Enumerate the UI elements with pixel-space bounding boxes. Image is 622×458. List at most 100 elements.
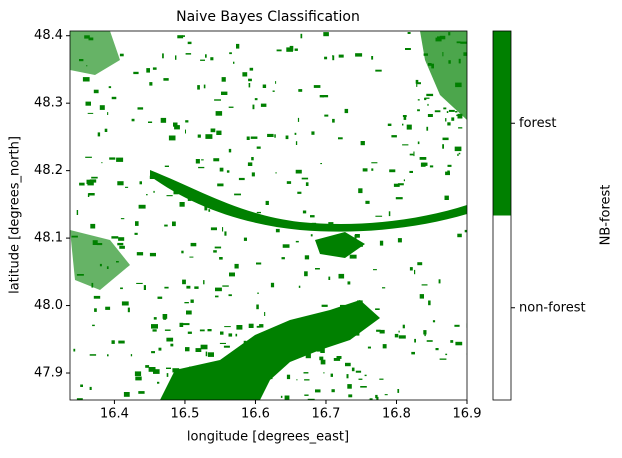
forest-pixel [464, 229, 467, 233]
forest-pixel [133, 71, 139, 75]
forest-pixel [358, 243, 363, 247]
forest-pixel [367, 346, 371, 349]
forest-pixel [235, 333, 238, 337]
forest-pixel [120, 218, 125, 220]
forest-pixel [223, 345, 230, 348]
forest-pixel [286, 47, 293, 52]
forest-pixel [360, 386, 367, 388]
forest-pixel [198, 166, 205, 169]
forest-pixel [229, 52, 232, 55]
forest-pixel [76, 210, 79, 215]
forest-pixel [210, 128, 216, 133]
forest-pixel [148, 121, 153, 123]
forest-pixel [391, 135, 397, 138]
forest-pixel [215, 287, 222, 292]
forest-pixel [424, 97, 430, 99]
forest-pixel [432, 320, 436, 323]
forest-pixel [221, 77, 226, 82]
forest-pixel [249, 67, 254, 71]
forest-pixel [90, 223, 96, 229]
forest-pixel [250, 136, 258, 139]
forest-pixel [358, 378, 363, 380]
forest-pixel [219, 167, 224, 172]
forest-pixel [403, 115, 407, 120]
forest-pixel [304, 379, 310, 381]
forest-pixel [330, 373, 333, 377]
forest-pixel [224, 231, 227, 236]
forest-pixel [76, 274, 84, 276]
forest-pixel [104, 128, 108, 132]
forest-pixel [398, 335, 406, 339]
forest-pixel [460, 41, 467, 44]
forest-pixel [228, 106, 234, 108]
forest-pixel [254, 98, 258, 101]
forest-pixel [348, 320, 350, 325]
forest-pixel [171, 390, 176, 392]
forest-pixel [99, 105, 105, 110]
forest-pixel [375, 394, 378, 399]
forest-pixel [215, 111, 223, 116]
y-tick-label: 48.3 [34, 96, 63, 111]
forest-pixel [235, 395, 242, 400]
forest-pixel [421, 219, 427, 222]
forest-pixel [442, 52, 444, 57]
forest-pixel [285, 135, 289, 140]
forest-pixel [182, 323, 190, 326]
forest-pixel [448, 60, 451, 64]
forest-pixel [86, 65, 88, 67]
forest-pixel [388, 211, 391, 217]
forest-pixel [182, 279, 186, 285]
forest-pixel [152, 67, 157, 70]
forest-pixel [179, 202, 185, 207]
forest-pixel [97, 132, 101, 137]
forest-pixel [117, 242, 124, 246]
forest-pixel [321, 304, 328, 307]
forest-pixel [153, 190, 155, 193]
forest-pixel [415, 79, 419, 84]
forest-pixel [333, 358, 341, 361]
forest-pixel [428, 300, 431, 306]
forest-pixel [208, 209, 211, 212]
forest-pixel [328, 276, 331, 280]
forest-pixel [214, 99, 221, 101]
x-tick-label: 16.7 [311, 407, 340, 422]
forest-pixel [447, 170, 450, 174]
forest-pixel [197, 134, 201, 138]
forest-pixel [189, 366, 193, 369]
forest-pixel [420, 162, 426, 167]
forest-pixel [91, 176, 98, 179]
forest-pixel [371, 168, 374, 171]
forest-pixel [198, 199, 203, 201]
forest-pixel [256, 262, 262, 265]
forest-pixel [71, 235, 78, 238]
forest-pixel [248, 323, 254, 328]
forest-pixel [442, 137, 449, 141]
forest-pixel [328, 222, 334, 227]
forest-pixel [136, 282, 143, 284]
forest-pixel [160, 117, 167, 123]
forest-pixel [324, 326, 330, 328]
forest-pixel [360, 141, 365, 146]
forest-pixel [402, 324, 405, 329]
forest-pixel [93, 295, 101, 299]
forest-pixel [222, 227, 224, 232]
forest-pixel [311, 131, 315, 135]
forest-pixel [322, 95, 329, 98]
forest-pixel [187, 331, 192, 334]
forest-pixel [92, 240, 98, 245]
forest-pixel [172, 368, 180, 373]
forest-pixel [89, 179, 97, 183]
forest-pixel [138, 391, 145, 394]
forest-pixel [302, 210, 307, 214]
forest-pixel [228, 148, 232, 153]
forest-pixel [203, 84, 206, 89]
forest-pixel [398, 330, 400, 333]
forest-pixel [85, 101, 91, 106]
forest-pixel [319, 95, 324, 98]
forest-pixel [89, 386, 92, 390]
forest-pixel [205, 54, 207, 58]
forest-pixel [185, 120, 189, 123]
forest-pixel [439, 35, 446, 40]
forest-pixel [310, 215, 315, 218]
forest-pixel [206, 397, 214, 399]
